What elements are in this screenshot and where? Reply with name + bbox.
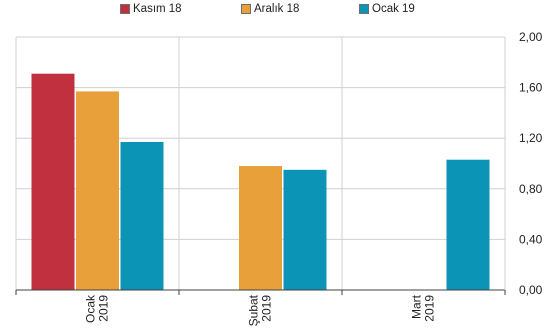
legend-item-kasim-18: Kasım 18 (120, 3, 182, 15)
legend-item-ocak-19: Ocak 19 (359, 3, 415, 15)
bar-kasım-18-0 (31, 73, 75, 290)
bar-series (31, 73, 490, 291)
bar-aralık-18-0 (76, 91, 119, 291)
legend-swatch-aralik-18 (241, 4, 251, 14)
x-tick-label: Mart 2019 (410, 294, 437, 321)
legend-item-aralik-18: Aralık 18 (241, 3, 299, 15)
x-axis-tick-labels: Ocak 2019 Şubat 2019 Mart 2019 (84, 294, 437, 326)
x-tick-label-line1: Mart (410, 294, 424, 319)
legend-label-kasim-18: Kasım 18 (133, 3, 182, 15)
x-tick-label-line1: Ocak (84, 294, 98, 323)
y-tick-label: 2,00 (519, 30, 543, 44)
y-tick-label: 0,40 (519, 232, 543, 246)
legend-label-aralik-18: Aralık 18 (254, 3, 300, 15)
legend-swatch-kasim-18 (120, 4, 130, 14)
x-tick-label-line2: 2019 (260, 295, 274, 322)
x-tick-label: Şubat 2019 (247, 294, 274, 326)
y-axis-tick-labels: 0,00 0,40 0,80 1,20 1,60 2,00 (519, 30, 543, 297)
x-tick-label: Ocak 2019 (84, 294, 111, 323)
legend-swatch-ocak-19 (359, 4, 369, 14)
y-tick-label: 1,20 (519, 131, 543, 145)
chart-legend: Kasım 18 Aralık 18 Ocak 19 (0, 3, 556, 19)
x-tick-label-line2: 2019 (423, 295, 437, 322)
bar-aralık-18-1 (239, 166, 282, 290)
y-tick-label: 0,00 (519, 283, 543, 297)
x-tick-label-line2: 2019 (97, 295, 111, 322)
bar-ocak-19-1 (283, 169, 327, 290)
bar-ocak-19-2 (446, 159, 490, 290)
y-tick-label: 0,80 (519, 182, 543, 196)
x-tick-label-line1: Şubat (247, 294, 261, 326)
bar-ocak-19-0 (120, 141, 164, 290)
legend-label-ocak-19: Ocak 19 (372, 3, 415, 15)
y-tick-label: 1,60 (519, 81, 543, 95)
axes (15, 37, 506, 295)
